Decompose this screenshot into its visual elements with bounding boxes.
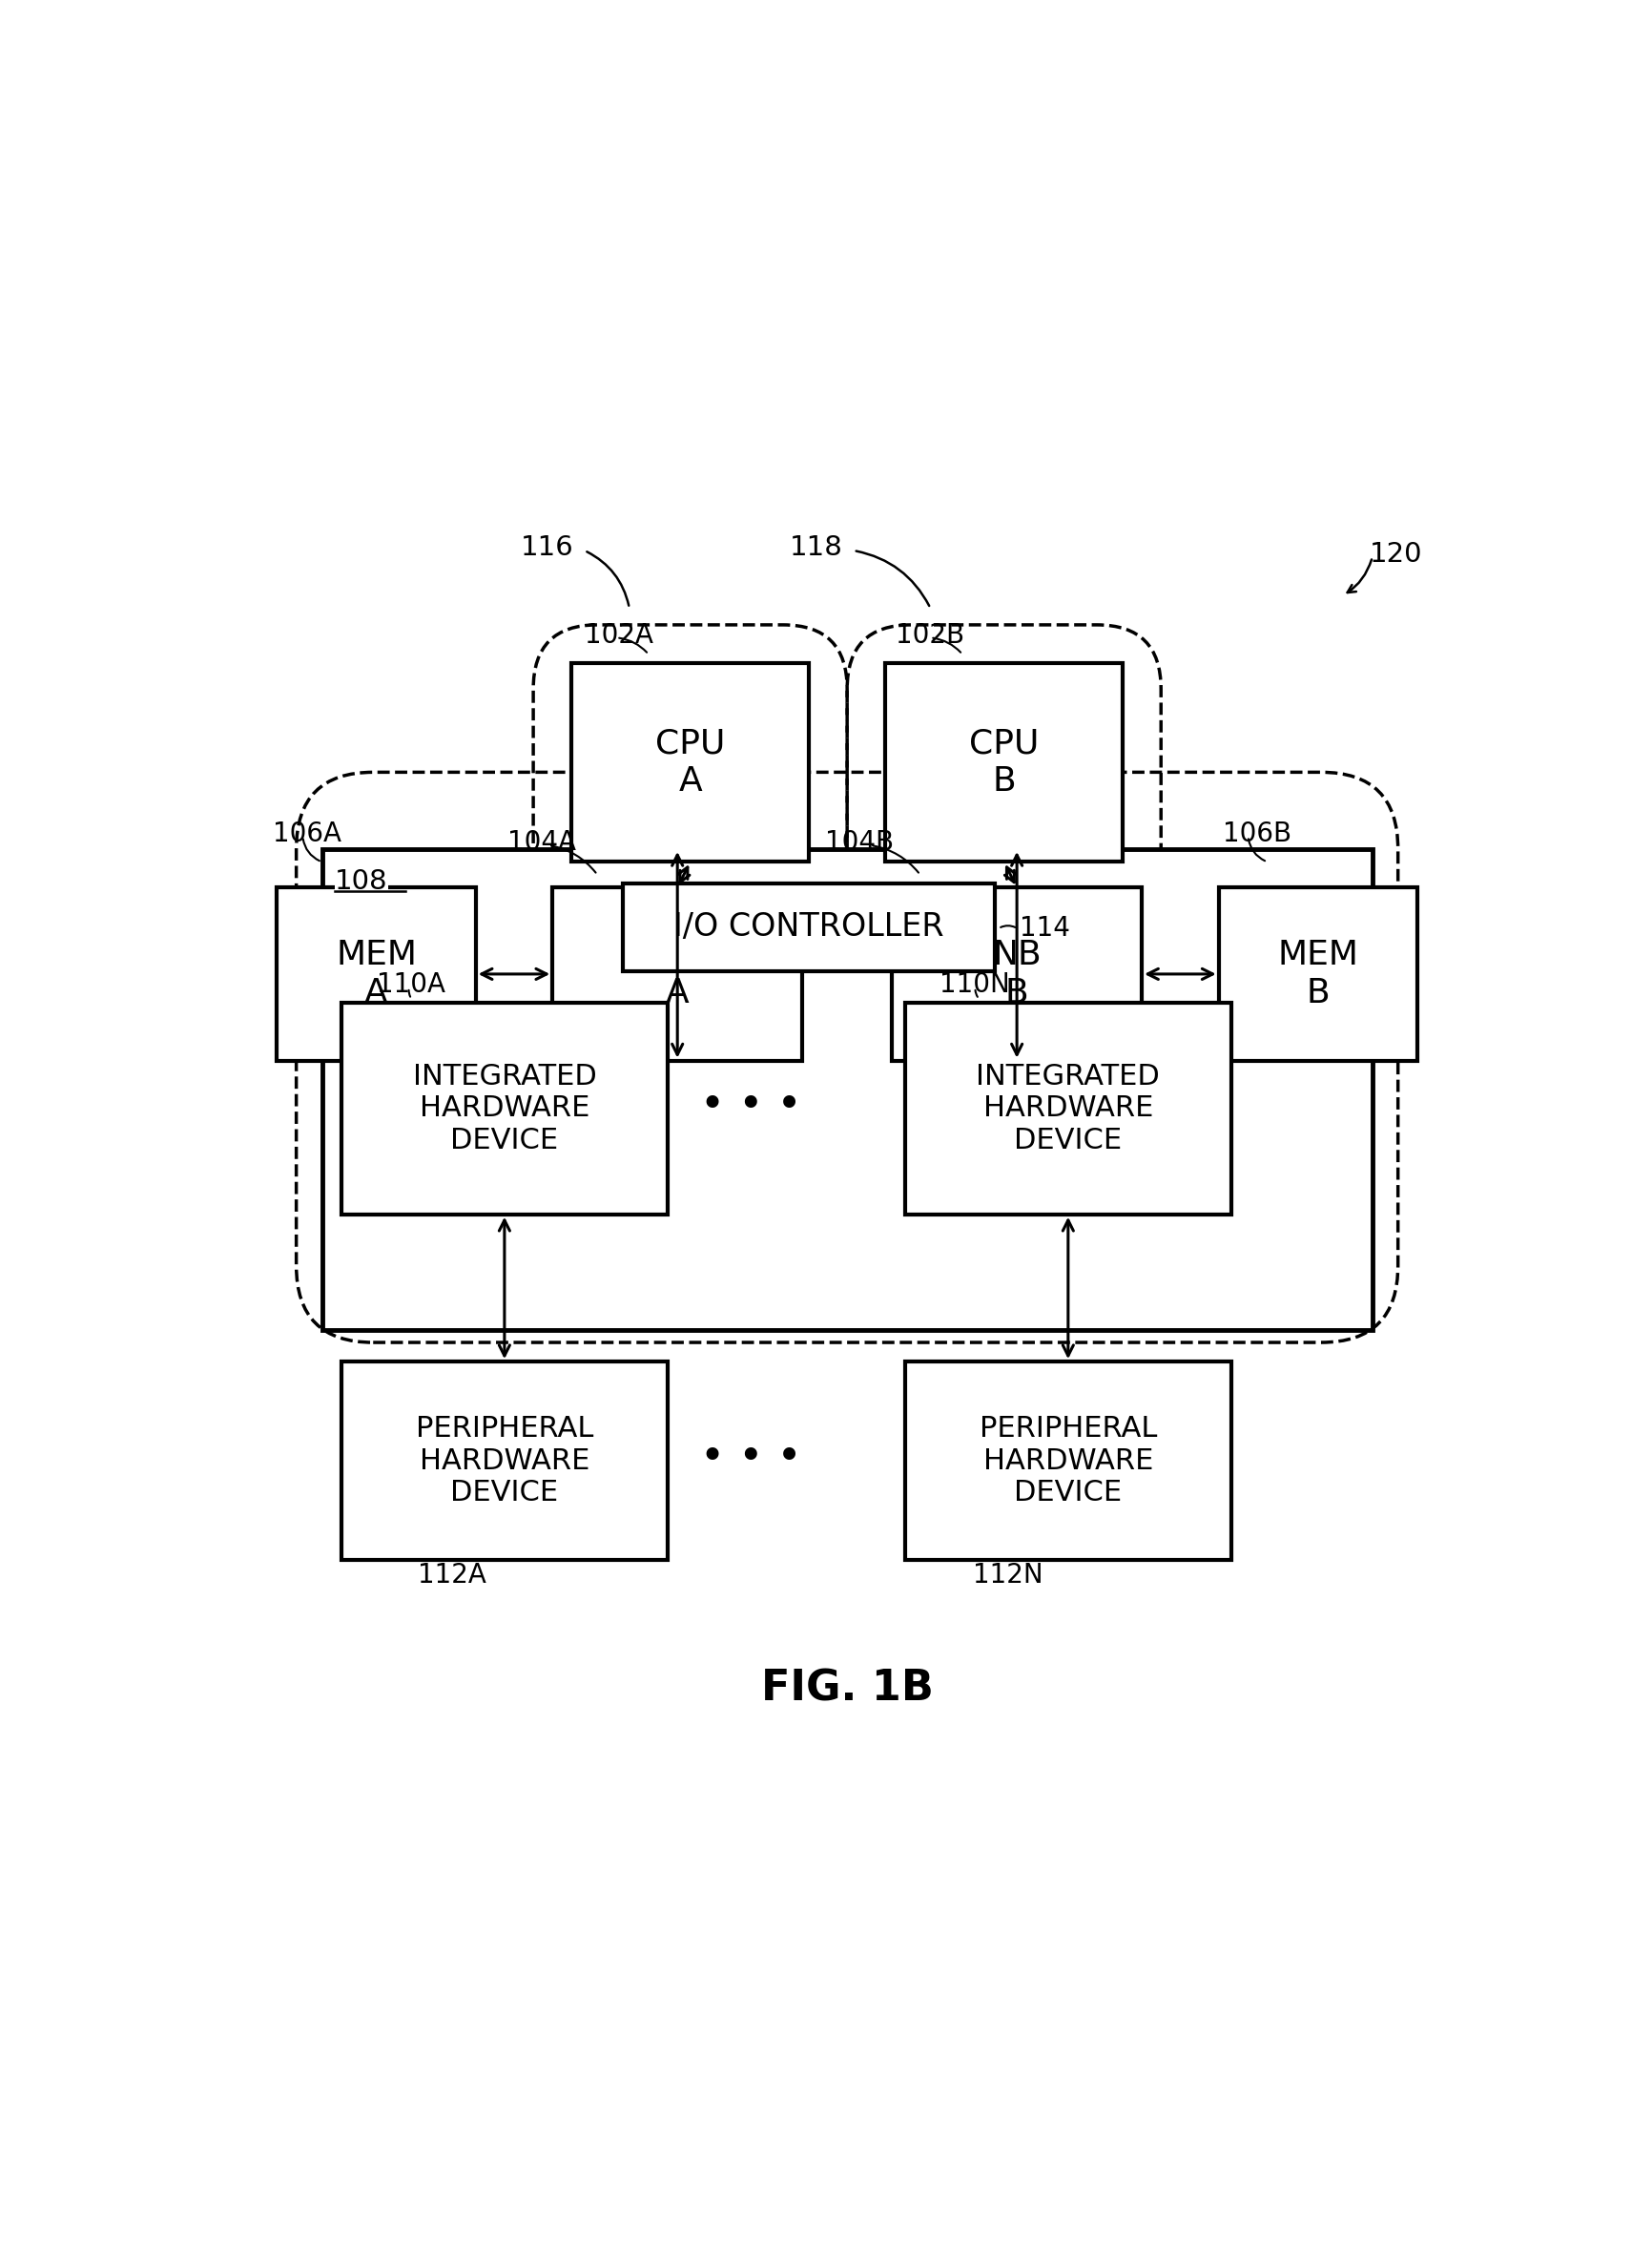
- Text: 114: 114: [1019, 915, 1070, 942]
- FancyBboxPatch shape: [340, 1361, 667, 1561]
- Text: 112N: 112N: [971, 1563, 1042, 1590]
- Text: 102B: 102B: [895, 623, 965, 648]
- Text: 104B: 104B: [824, 829, 894, 856]
- Text: 110A: 110A: [377, 972, 446, 999]
- Text: INTEGRATED
HARDWARE
DEVICE: INTEGRATED HARDWARE DEVICE: [413, 1062, 596, 1155]
- Text: 118: 118: [790, 535, 843, 562]
- Text: 116: 116: [520, 535, 573, 562]
- Text: 102A: 102A: [585, 623, 653, 648]
- Text: PERIPHERAL
HARDWARE
DEVICE: PERIPHERAL HARDWARE DEVICE: [978, 1416, 1156, 1506]
- FancyBboxPatch shape: [552, 888, 801, 1060]
- Text: 108: 108: [334, 867, 388, 895]
- Text: • • •: • • •: [700, 1085, 801, 1126]
- Text: CPU
A: CPU A: [654, 727, 725, 797]
- Text: I/O CONTROLLER: I/O CONTROLLER: [672, 911, 943, 942]
- Text: • • •: • • •: [700, 1438, 801, 1479]
- FancyBboxPatch shape: [904, 1361, 1231, 1561]
- Text: PERIPHERAL
HARDWARE
DEVICE: PERIPHERAL HARDWARE DEVICE: [415, 1416, 593, 1506]
- FancyBboxPatch shape: [885, 664, 1122, 863]
- FancyBboxPatch shape: [623, 883, 995, 972]
- Text: 104A: 104A: [507, 829, 577, 856]
- FancyBboxPatch shape: [340, 1003, 667, 1214]
- FancyBboxPatch shape: [892, 888, 1142, 1060]
- Text: INTEGRATED
HARDWARE
DEVICE: INTEGRATED HARDWARE DEVICE: [976, 1062, 1160, 1155]
- Text: 106B: 106B: [1222, 820, 1290, 847]
- Text: NB
B: NB B: [991, 940, 1041, 1008]
- Text: FIG. 1B: FIG. 1B: [760, 1667, 933, 1708]
- FancyBboxPatch shape: [278, 888, 476, 1060]
- Text: 120: 120: [1370, 541, 1422, 569]
- FancyBboxPatch shape: [322, 849, 1371, 1330]
- Text: 110N: 110N: [938, 972, 1009, 999]
- Text: NB
A: NB A: [653, 940, 702, 1008]
- FancyBboxPatch shape: [572, 664, 808, 863]
- Text: MEM
B: MEM B: [1277, 940, 1358, 1008]
- FancyBboxPatch shape: [904, 1003, 1231, 1214]
- FancyBboxPatch shape: [1218, 888, 1416, 1060]
- Text: 112A: 112A: [418, 1563, 486, 1590]
- Text: MEM
A: MEM A: [335, 940, 416, 1008]
- Text: 106A: 106A: [273, 820, 342, 847]
- Text: CPU
B: CPU B: [968, 727, 1039, 797]
